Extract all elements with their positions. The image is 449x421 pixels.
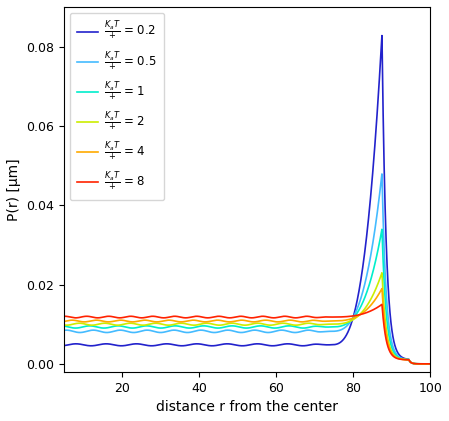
$\frac{K_aT}{+}$ = 0.5 <box>427 361 433 366</box>
$\frac{K_aT}{+}$ = 4 <box>202 320 207 325</box>
$\frac{K_aT}{+}$ = 1 <box>103 325 109 330</box>
$\frac{K_aT}{+}$ = 2 <box>381 299 386 304</box>
$\frac{K_aT}{+}$ = 4 <box>218 318 223 323</box>
$\frac{K_aT}{+}$ = 8 <box>427 361 433 366</box>
$\frac{K_aT}{+}$ = 2 <box>62 322 67 328</box>
$\frac{K_aT}{+}$ = 4 <box>103 319 109 324</box>
$\frac{K_aT}{+}$ = 4 <box>427 361 433 366</box>
$\frac{K_aT}{+}$ = 0.5 <box>218 329 223 334</box>
$\frac{K_aT}{+}$ = 0.2 <box>218 342 223 347</box>
$\frac{K_aT}{+}$ = 8 <box>103 314 109 319</box>
$\frac{K_aT}{+}$ = 8 <box>62 314 67 319</box>
$\frac{K_aT}{+}$ = 4 <box>379 286 385 291</box>
Y-axis label: P(r) [μm]: P(r) [μm] <box>7 158 21 221</box>
$\frac{K_aT}{+}$ = 2 <box>379 270 385 275</box>
$\frac{K_aT}{+}$ = 2 <box>427 361 433 366</box>
$\frac{K_aT}{+}$ = 0.2 <box>427 361 433 366</box>
Line: $\frac{K_aT}{+}$ = 0.5: $\frac{K_aT}{+}$ = 0.5 <box>64 174 430 364</box>
Line: $\frac{K_aT}{+}$ = 2: $\frac{K_aT}{+}$ = 2 <box>64 273 430 364</box>
$\frac{K_aT}{+}$ = 2 <box>103 321 109 326</box>
$\frac{K_aT}{+}$ = 4 <box>125 319 130 324</box>
$\frac{K_aT}{+}$ = 0.5 <box>103 330 109 335</box>
Legend: $\frac{K_aT}{+}$ = 0.2, $\frac{K_aT}{+}$ = 0.5, $\frac{K_aT}{+}$ = 1, $\frac{K_a: $\frac{K_aT}{+}$ = 0.2, $\frac{K_aT}{+}$… <box>70 13 164 200</box>
$\frac{K_aT}{+}$ = 0.2 <box>379 33 385 38</box>
$\frac{K_aT}{+}$ = 2 <box>218 322 223 328</box>
Line: $\frac{K_aT}{+}$ = 4: $\frac{K_aT}{+}$ = 4 <box>64 288 430 364</box>
$\frac{K_aT}{+}$ = 1 <box>202 323 207 328</box>
$\frac{K_aT}{+}$ = 8 <box>202 315 207 320</box>
$\frac{K_aT}{+}$ = 8 <box>218 314 223 319</box>
Line: $\frac{K_aT}{+}$ = 8: $\frac{K_aT}{+}$ = 8 <box>64 304 430 364</box>
$\frac{K_aT}{+}$ = 0.5 <box>125 329 130 334</box>
$\frac{K_aT}{+}$ = 0.2 <box>202 342 207 347</box>
$\frac{K_aT}{+}$ = 0.2 <box>420 361 426 366</box>
Line: $\frac{K_aT}{+}$ = 1: $\frac{K_aT}{+}$ = 1 <box>64 229 430 364</box>
$\frac{K_aT}{+}$ = 0.2 <box>125 343 130 348</box>
$\frac{K_aT}{+}$ = 0.2 <box>103 341 109 346</box>
$\frac{K_aT}{+}$ = 0.2 <box>381 139 386 144</box>
$\frac{K_aT}{+}$ = 4 <box>381 309 386 314</box>
$\frac{K_aT}{+}$ = 4 <box>420 361 426 366</box>
$\frac{K_aT}{+}$ = 1 <box>379 227 385 232</box>
$\frac{K_aT}{+}$ = 2 <box>125 321 130 326</box>
Line: $\frac{K_aT}{+}$ = 0.2: $\frac{K_aT}{+}$ = 0.2 <box>64 35 430 364</box>
$\frac{K_aT}{+}$ = 2 <box>420 361 426 366</box>
$\frac{K_aT}{+}$ = 1 <box>427 361 433 366</box>
$\frac{K_aT}{+}$ = 0.5 <box>381 232 386 237</box>
$\frac{K_aT}{+}$ = 1 <box>125 325 130 330</box>
$\frac{K_aT}{+}$ = 0.5 <box>379 171 385 176</box>
$\frac{K_aT}{+}$ = 0.5 <box>202 328 207 333</box>
$\frac{K_aT}{+}$ = 1 <box>420 361 426 366</box>
$\frac{K_aT}{+}$ = 0.2 <box>62 343 67 348</box>
$\frac{K_aT}{+}$ = 8 <box>381 320 386 325</box>
$\frac{K_aT}{+}$ = 1 <box>218 325 223 330</box>
$\frac{K_aT}{+}$ = 1 <box>381 270 386 275</box>
$\frac{K_aT}{+}$ = 0.5 <box>62 328 67 333</box>
$\frac{K_aT}{+}$ = 8 <box>420 361 426 366</box>
$\frac{K_aT}{+}$ = 1 <box>62 324 67 329</box>
X-axis label: distance r from the center: distance r from the center <box>156 400 338 414</box>
$\frac{K_aT}{+}$ = 8 <box>125 314 130 319</box>
$\frac{K_aT}{+}$ = 2 <box>202 321 207 326</box>
$\frac{K_aT}{+}$ = 4 <box>62 319 67 324</box>
$\frac{K_aT}{+}$ = 8 <box>379 302 385 307</box>
$\frac{K_aT}{+}$ = 0.5 <box>420 361 426 366</box>
